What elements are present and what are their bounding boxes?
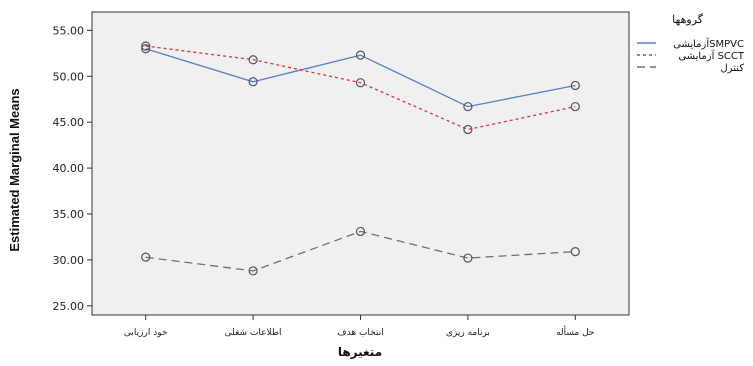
- x-axis-title: متغیرها: [338, 345, 382, 359]
- y-tick-label: 50.00: [53, 70, 85, 83]
- data-point: [248, 77, 258, 87]
- data-point: [355, 50, 366, 60]
- y-tick-label: 55.00: [53, 24, 85, 37]
- plot-area: [91, 11, 630, 316]
- data-point: [248, 55, 258, 65]
- data-point: [463, 101, 473, 112]
- data-point: [570, 247, 580, 257]
- y-axis: 25.00 30.00 35.00 40.00 45.00 50.00 55.00: [53, 24, 92, 313]
- data-point: [141, 41, 151, 51]
- y-tick-label: 25.00: [53, 300, 85, 313]
- y-tick-label: 45.00: [53, 116, 85, 129]
- y-tick-label: 40.00: [53, 162, 85, 175]
- legend-title: گروهها: [672, 13, 704, 26]
- legend-label: کنترل: [720, 63, 744, 74]
- series-line: [145, 45, 576, 131]
- data-point: [463, 124, 473, 135]
- x-tick-label: انتخاب هدف: [337, 328, 383, 338]
- y-tick-label: 35.00: [53, 208, 85, 221]
- x-tick-label: حل مسأله: [556, 325, 594, 338]
- data-point: [355, 78, 366, 88]
- legend-label: آزمایشیSMPVC: [673, 37, 744, 50]
- series-line: [145, 230, 576, 272]
- data-point: [141, 44, 151, 54]
- x-axis: خود ارزیابی اطلاعات شغلی انتخاب هدف برنامه …: [124, 315, 595, 338]
- legend-label: آزمایشی SCCT: [678, 49, 745, 62]
- data-point: [570, 101, 580, 112]
- data-point: [463, 253, 473, 263]
- data-point: [248, 266, 258, 276]
- y-tick-label: 30.00: [53, 254, 85, 267]
- series-line: [145, 48, 576, 108]
- series-group: [141, 41, 580, 276]
- x-tick-label: اطلاعات شغلی: [225, 328, 282, 338]
- x-tick-label: خود ارزیابی: [124, 328, 168, 338]
- data-point: [141, 252, 151, 262]
- data-point: [570, 80, 580, 91]
- x-tick-label: برنامه ریزی: [446, 328, 490, 338]
- data-point: [355, 226, 366, 237]
- y-axis-title: Estimated Marginal Means: [7, 88, 22, 251]
